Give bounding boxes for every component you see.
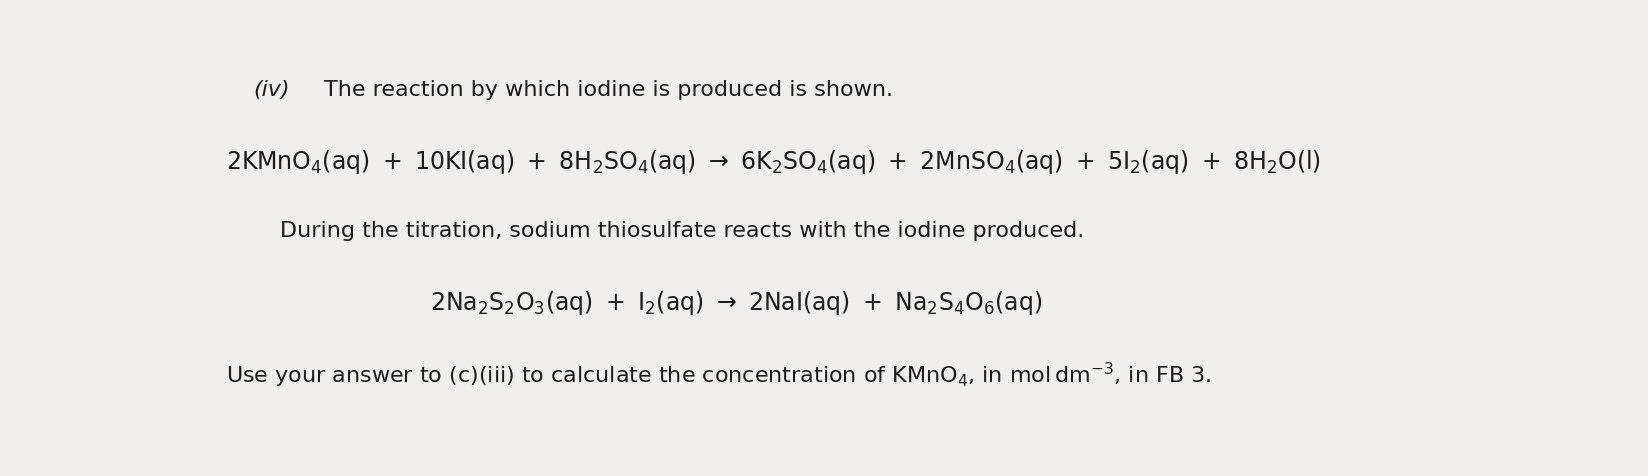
Text: (iv): (iv) [254, 79, 290, 99]
Text: During the titration, sodium thiosulfate reacts with the iodine produced.: During the titration, sodium thiosulfate… [280, 221, 1084, 241]
Text: The reaction by which iodine is produced is shown.: The reaction by which iodine is produced… [323, 79, 893, 99]
Text: $\mathregular{2Na_2S_2O_3(aq)\ +\ I_2(aq)\ \rightarrow\ 2NaI(aq)\ +\ Na_2S_4O_6(: $\mathregular{2Na_2S_2O_3(aq)\ +\ I_2(aq… [430, 289, 1042, 317]
Text: $\mathregular{2KMnO_4(aq)\ +\ 10KI(aq)\ +\ 8H_2SO_4(aq)\ \rightarrow\ 6K_2SO_4(a: $\mathregular{2KMnO_4(aq)\ +\ 10KI(aq)\ … [226, 148, 1322, 176]
Text: Use your answer to (c)(iii) to calculate the concentration of KMnO$_4$, in mol$\: Use your answer to (c)(iii) to calculate… [226, 361, 1211, 390]
